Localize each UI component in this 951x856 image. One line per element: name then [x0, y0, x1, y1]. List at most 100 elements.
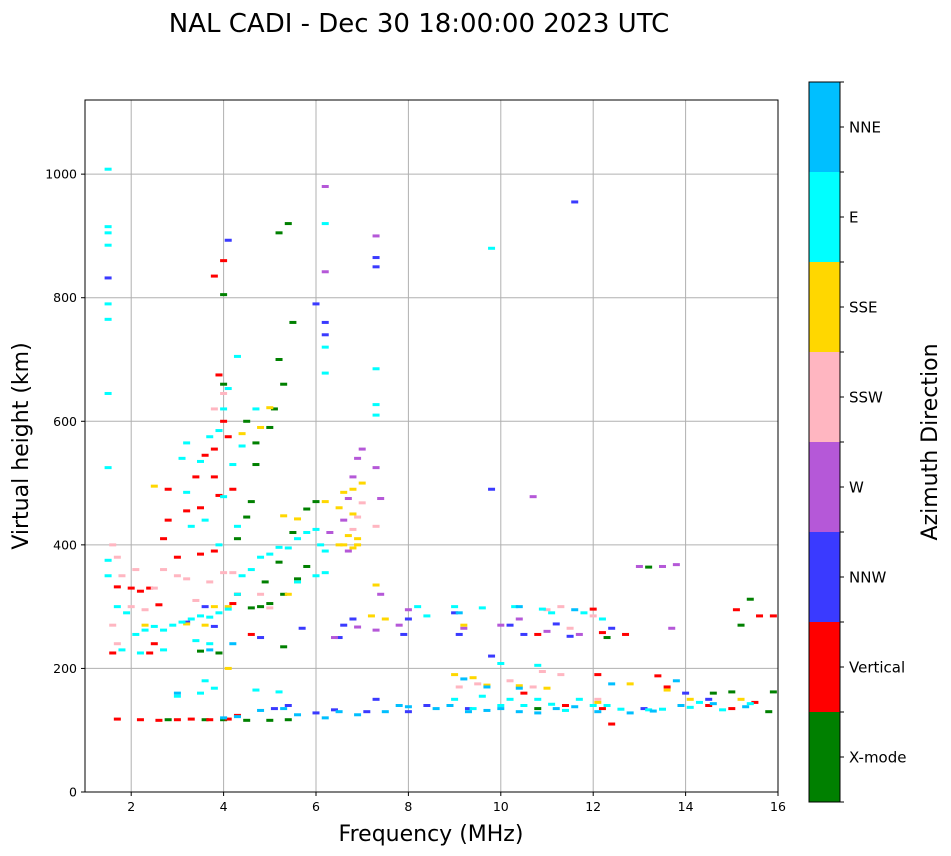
data-point-e — [136, 651, 144, 655]
data-point-e — [224, 387, 232, 391]
data-point-e — [224, 607, 232, 611]
data-point-nnw — [298, 626, 306, 630]
data-point-nnw — [330, 708, 338, 712]
data-point-e — [178, 456, 186, 460]
data-point-vertical — [127, 586, 135, 590]
data-point-nne — [229, 642, 237, 646]
data-point-sse — [340, 490, 348, 494]
data-point-vertical — [164, 487, 172, 491]
data-point-nnw — [257, 636, 265, 640]
data-point-x-mode — [289, 320, 297, 324]
data-point-x-mode — [746, 597, 754, 601]
x-tick-label: 16 — [770, 799, 786, 814]
data-point-e — [252, 407, 260, 411]
colorbar-tick-label: NNE — [849, 119, 881, 137]
x-tick-label: 2 — [127, 799, 135, 814]
data-point-vertical — [210, 274, 218, 278]
data-point-vertical — [215, 493, 223, 497]
data-point-e — [469, 707, 477, 711]
data-point-nne — [233, 715, 241, 719]
data-point-w — [330, 636, 338, 640]
data-point-nnw — [224, 238, 232, 242]
data-point-x-mode — [737, 623, 745, 627]
data-point-x-mode — [769, 690, 777, 694]
data-point-nne — [220, 716, 228, 720]
data-point-ssw — [160, 568, 168, 572]
data-point-x-mode — [243, 718, 251, 722]
data-point-x-mode — [252, 441, 260, 445]
data-point-ssw — [206, 580, 214, 584]
data-point-vertical — [197, 552, 204, 556]
data-point-e — [173, 694, 181, 698]
data-point-e — [321, 222, 329, 226]
y-tick-label: 0 — [69, 785, 77, 800]
data-point-vertical — [520, 691, 528, 695]
data-point-nne — [321, 716, 329, 720]
data-point-e — [321, 549, 329, 553]
data-point-e — [104, 225, 112, 229]
colorbar-swatch — [809, 82, 840, 172]
y-tick-label: 800 — [53, 290, 77, 305]
data-point-nnw — [404, 617, 412, 621]
data-point-e — [206, 642, 214, 646]
colorbar-swatch — [809, 352, 840, 442]
data-point-sse — [141, 623, 149, 627]
data-point-x-mode — [303, 564, 311, 568]
data-point-sse — [469, 676, 477, 680]
data-point-vertical — [663, 685, 671, 689]
data-point-e — [257, 555, 265, 559]
data-point-vertical — [210, 447, 218, 451]
data-point-vertical — [229, 487, 237, 491]
data-point-w — [354, 456, 362, 460]
x-tick-label: 4 — [220, 799, 228, 814]
data-point-w — [543, 629, 551, 633]
data-point-nnw — [270, 707, 278, 711]
data-point-nne — [649, 709, 657, 713]
data-point-x-mode — [534, 707, 542, 711]
data-point-vertical — [622, 632, 630, 636]
data-point-ssw — [127, 605, 135, 609]
data-point-nnw — [312, 711, 320, 715]
data-point-e — [372, 413, 380, 417]
data-point-nne — [381, 710, 389, 714]
data-point-e — [104, 466, 112, 470]
data-point-w — [497, 623, 505, 627]
data-point-ssw — [372, 524, 380, 528]
data-point-x-mode — [312, 500, 320, 504]
data-point-vertical — [705, 704, 713, 707]
data-point-e — [104, 302, 112, 306]
data-point-ssw — [455, 685, 463, 689]
data-point-w — [372, 466, 380, 470]
data-point-x-mode — [220, 718, 228, 722]
data-point-nne — [594, 710, 602, 714]
data-point-nnw — [451, 611, 459, 615]
data-point-e — [233, 524, 241, 528]
data-point-vertical — [206, 718, 214, 722]
data-point-sse — [335, 543, 343, 547]
data-point-sse — [594, 700, 602, 704]
data-point-nne — [354, 713, 362, 717]
data-point-e — [617, 707, 625, 711]
data-point-nne — [335, 710, 343, 714]
data-point-w — [321, 185, 329, 188]
data-point-vertical — [136, 589, 144, 593]
data-point-w — [515, 617, 523, 621]
data-point-nnw — [566, 634, 574, 638]
data-point-e — [478, 694, 486, 698]
data-point-e — [104, 317, 112, 321]
data-point-sse — [460, 623, 468, 627]
data-point-nne — [571, 705, 579, 709]
data-point-sse — [483, 683, 491, 687]
data-point-x-mode — [303, 507, 311, 511]
data-point-x-mode — [709, 691, 717, 695]
data-point-w — [460, 626, 468, 630]
data-point-x-mode — [220, 382, 228, 386]
data-point-vertical — [220, 259, 228, 263]
data-point-e — [511, 605, 519, 609]
data-point-nne — [742, 705, 750, 709]
data-point-w — [404, 608, 412, 612]
data-point-e — [603, 704, 611, 707]
data-point-ssw — [150, 586, 158, 590]
data-point-sse — [150, 484, 158, 488]
data-point-nnw — [210, 624, 218, 628]
